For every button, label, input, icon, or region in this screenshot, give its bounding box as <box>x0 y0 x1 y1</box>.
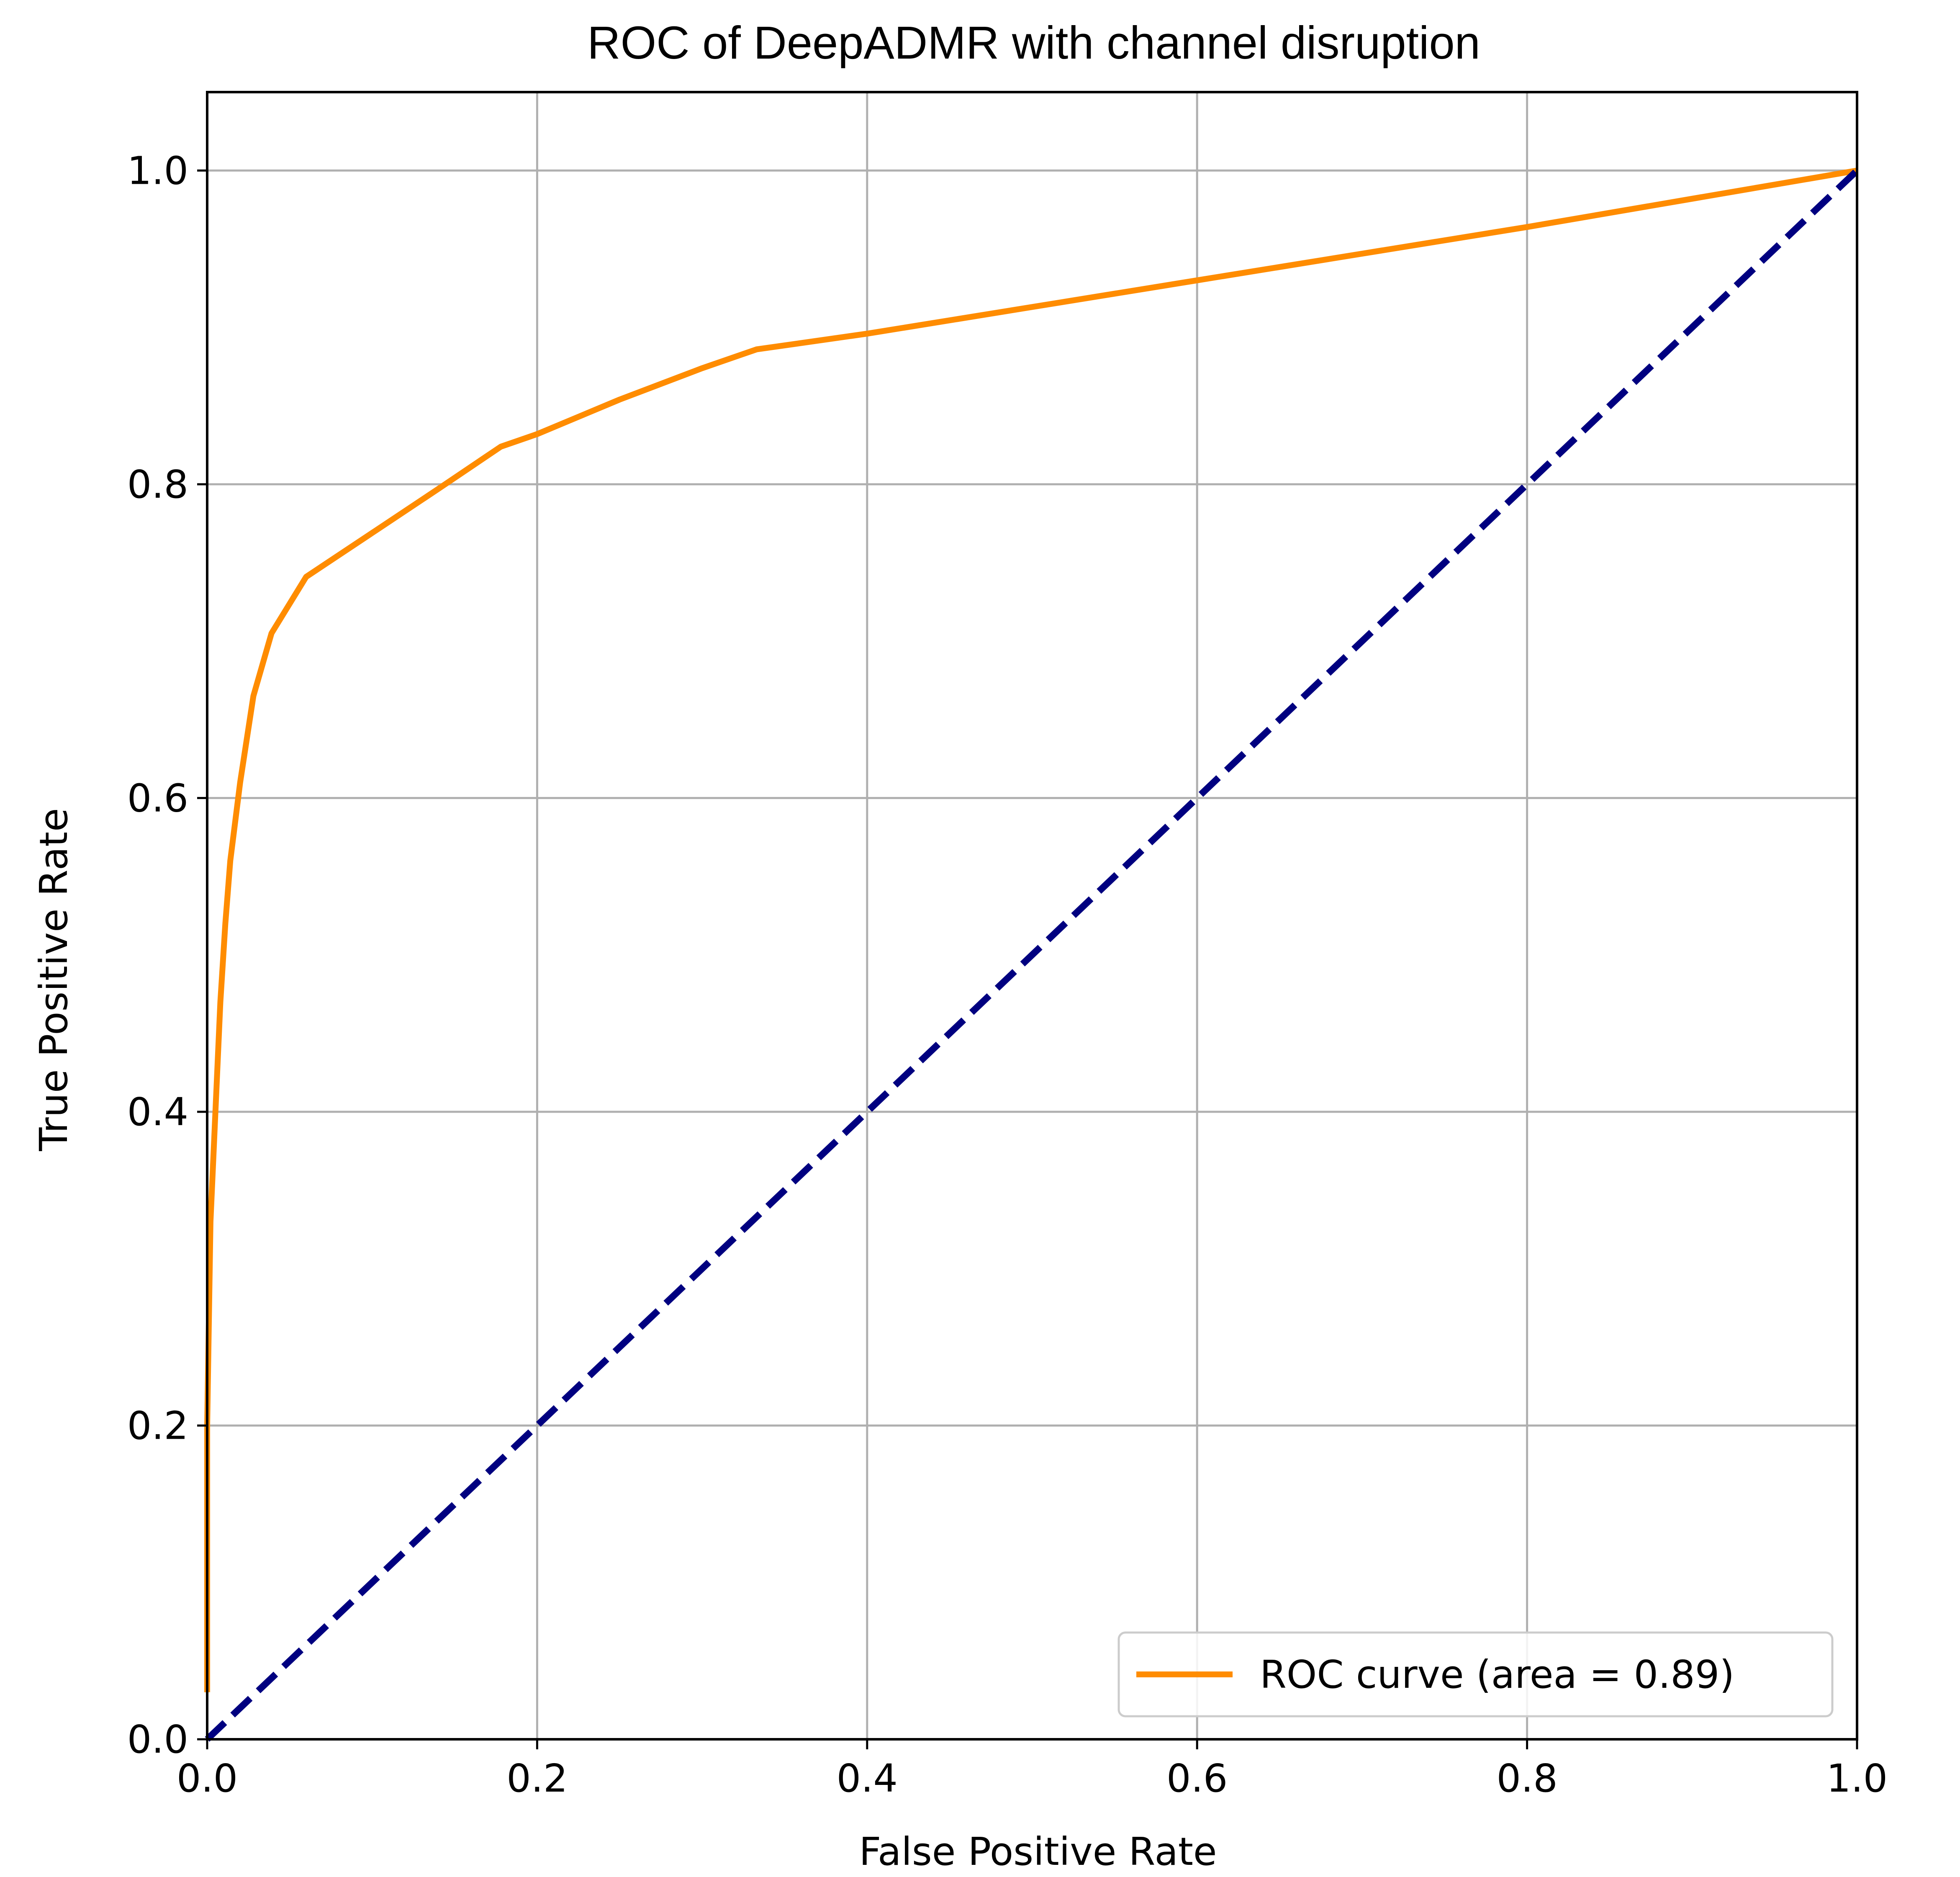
x-tick-label: 0.0 <box>177 1756 238 1801</box>
plot-series <box>204 167 1860 1742</box>
x-tick-label: 0.8 <box>1496 1756 1557 1801</box>
chart-title: ROC of DeepADMR with channel disruption <box>587 17 1480 69</box>
x-tick-label: 1.0 <box>1826 1756 1888 1801</box>
roc-curve-line <box>204 167 1858 1692</box>
y-tick-label: 1.0 <box>127 148 188 193</box>
x-axis-label: False Positive Rate <box>859 1829 1217 1874</box>
y-tick-label: 0.8 <box>127 462 188 507</box>
legend-box <box>1117 1631 1834 1718</box>
plot-frame <box>206 91 1858 1741</box>
legend: ROC curve (area = 0.89) <box>1117 1631 1834 1718</box>
y-tick-label: 0.4 <box>127 1090 188 1134</box>
y-tick-label: 0.6 <box>127 776 188 820</box>
x-tick-label: 0.6 <box>1166 1756 1228 1801</box>
y-tick-label: 0.0 <box>127 1717 188 1762</box>
axis-ticks: 0.0 0.2 0.4 0.6 0.8 1.0 0.0 0.2 0.4 0.6 0.8 1.0 <box>127 148 1888 1801</box>
y-axis-label: True Positive Rate <box>31 808 76 1152</box>
x-tick-label: 0.4 <box>837 1756 898 1801</box>
diagonal-reference-line <box>205 168 1860 1742</box>
legend-label-roc-curve: ROC curve (area = 0.89) <box>1260 1652 1734 1697</box>
x-tick-label: 0.2 <box>506 1756 568 1801</box>
y-tick-label: 0.2 <box>127 1403 188 1448</box>
